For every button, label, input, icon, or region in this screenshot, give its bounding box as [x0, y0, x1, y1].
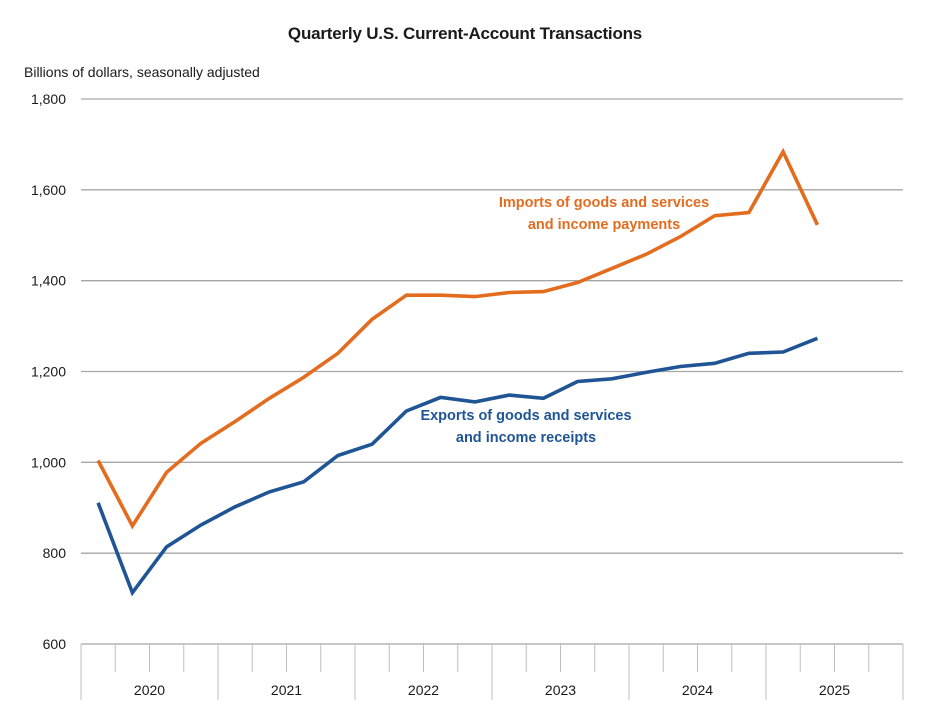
x-tick-label: 2020	[134, 682, 165, 698]
y-tick-label: 1,000	[31, 454, 66, 470]
imports-line	[96, 147, 820, 530]
y-tick-label: 1,600	[31, 182, 66, 198]
y-tick-label: 600	[43, 636, 67, 652]
exports-label: Exports of goods and services	[420, 408, 631, 424]
exports-label: and income receipts	[456, 430, 596, 446]
x-tick-label: 2025	[819, 682, 850, 698]
y-axis-ticks: 600 800 1,000 1,200 1,400 1,600 1,800	[31, 91, 66, 652]
y-tick-label: 1,400	[31, 273, 66, 289]
series-lines	[96, 147, 820, 597]
x-axis: 2020 2021 2022 2023 2024 2025	[80, 644, 904, 700]
x-tick-label: 2022	[408, 682, 439, 698]
y-tick-label: 800	[43, 545, 67, 561]
exports-line	[96, 336, 819, 597]
series-annotations: Imports of goods and services and income …	[420, 195, 709, 446]
chart-title: Quarterly U.S. Current-Account Transacti…	[287, 24, 643, 43]
y-tick-label: 1,200	[31, 364, 66, 380]
y-axis-label: Billions of dollars, seasonally adjusted	[24, 64, 260, 80]
x-tick-label: 2023	[545, 682, 576, 698]
y-tick-label: 1,800	[31, 91, 66, 107]
x-tick-label: 2021	[271, 682, 302, 698]
imports-label: Imports of goods and services	[499, 195, 709, 211]
gridlines	[81, 98, 903, 645]
imports-label: and income payments	[528, 217, 680, 233]
x-tick-label: 2024	[682, 682, 713, 698]
